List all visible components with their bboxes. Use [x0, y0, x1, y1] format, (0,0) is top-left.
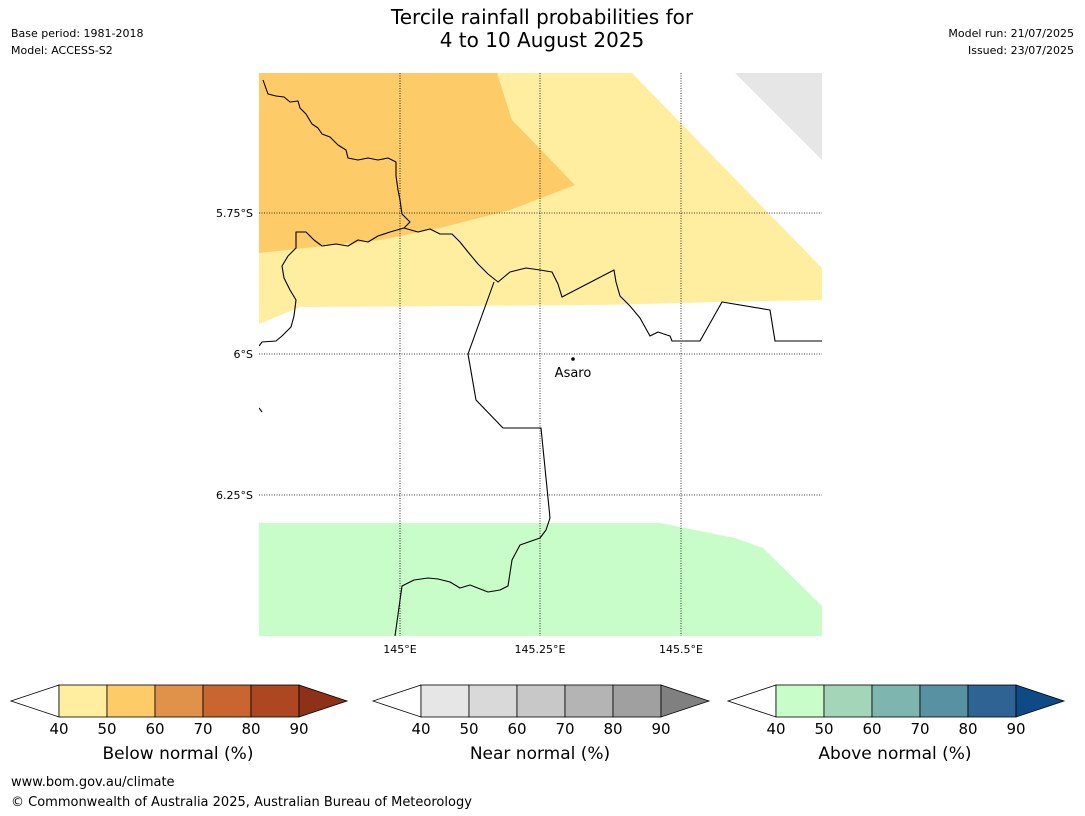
colorbar-segment — [420, 684, 470, 718]
colorbar-tick-label: 40 — [49, 720, 68, 738]
colorbar-segment — [612, 684, 662, 718]
colorbar-tick-label: 50 — [459, 720, 478, 738]
issued-label: Issued: 23/07/2025 — [967, 44, 1074, 57]
colorbar-segment — [202, 684, 252, 718]
colorbar-segment — [468, 684, 518, 718]
lat-label-5-75: 5.75°S — [216, 207, 253, 220]
colorbar-tick-label: 60 — [145, 720, 164, 738]
place-label-asaro: Asaro — [555, 366, 592, 381]
colorbar-segment — [919, 684, 969, 718]
lon-label-145-25: 145.25°E — [515, 643, 566, 656]
colorbars: 40 50 60 70 80 90 40 50 60 70 80 90 40 50 60 70 80 90 — [9, 684, 1066, 738]
colorbar-2: 40 50 60 70 80 90 — [726, 684, 1066, 738]
near-normal-label: Near normal (%) — [469, 744, 611, 764]
colorbar-extend-low — [9, 684, 60, 718]
colorbar-segment — [154, 684, 204, 718]
colorbar-tick-label: 80 — [241, 720, 260, 738]
colorbar-tick-label: 80 — [603, 720, 622, 738]
colorbar-tick-label: 40 — [766, 720, 785, 738]
colorbar-tick-label: 50 — [97, 720, 116, 738]
colorbar-tick-label: 70 — [193, 720, 212, 738]
footer-copyright: © Commonwealth of Australia 2025, Austra… — [11, 795, 472, 810]
colorbar-segment — [250, 684, 300, 718]
colorbar-segment — [823, 684, 873, 718]
lon-label-145: 145°E — [383, 643, 416, 656]
colorbar-extend-low — [371, 684, 422, 718]
colorbar-tick-label: 90 — [289, 720, 308, 738]
colorbar-0: 40 50 60 70 80 90 — [9, 684, 349, 738]
title-line-1: Tercile rainfall probabilities for — [390, 5, 694, 29]
colorbar-extend-high — [660, 684, 711, 718]
lat-label-6: 6°S — [234, 348, 253, 361]
lon-label-145-5: 145.5°E — [659, 643, 703, 656]
model-label: Model: ACCESS-S2 — [11, 44, 113, 57]
colorbar-segment — [775, 684, 825, 718]
above-normal-label: Above normal (%) — [818, 744, 972, 764]
border-central — [259, 227, 822, 347]
colorbar-1: 40 50 60 70 80 90 — [371, 684, 711, 738]
above-normal-40-region — [259, 523, 822, 636]
border-southern — [394, 281, 551, 636]
colorbar-segment — [106, 684, 156, 718]
colorbar-tick-label: 60 — [507, 720, 526, 738]
colorbar-segment — [564, 684, 614, 718]
footer-url[interactable]: www.bom.gov.au/climate — [11, 775, 175, 790]
colorbar-extend-low — [726, 684, 777, 718]
border-west-stub — [259, 407, 263, 413]
colorbar-extend-high — [1015, 684, 1066, 718]
colorbar-segment — [967, 684, 1017, 718]
chart-title: Tercile rainfall probabilities for 4 to … — [242, 6, 842, 52]
colorbar-tick-label: 40 — [411, 720, 430, 738]
forecast-map: Asaro 5.75°S 6°S 6.25°S 145°E 145.25°E 1… — [216, 73, 822, 656]
colorbar-tick-label: 50 — [814, 720, 833, 738]
colorbar-segment — [58, 684, 108, 718]
colorbar-tick-label: 70 — [910, 720, 929, 738]
colorbar-segment — [871, 684, 921, 718]
colorbar-tick-label: 80 — [958, 720, 977, 738]
base-period-label: Base period: 1981-2018 — [11, 27, 144, 40]
title-line-2: 4 to 10 August 2025 — [439, 28, 645, 52]
below-normal-50-region — [259, 73, 575, 253]
colorbar-extend-high — [298, 684, 349, 718]
asaro-marker — [571, 357, 575, 361]
lat-label-6-25: 6.25°S — [216, 489, 253, 502]
border-northern — [262, 79, 411, 229]
colorbar-segment — [516, 684, 566, 718]
near-normal-region — [735, 73, 822, 160]
colorbar-tick-label: 70 — [555, 720, 574, 738]
colorbar-tick-label: 60 — [862, 720, 881, 738]
province-borders — [259, 79, 822, 636]
model-run-label: Model run: 21/07/2025 — [948, 27, 1074, 40]
colorbar-tick-label: 90 — [651, 720, 670, 738]
below-normal-label: Below normal (%) — [102, 744, 254, 764]
colorbar-tick-label: 90 — [1006, 720, 1025, 738]
